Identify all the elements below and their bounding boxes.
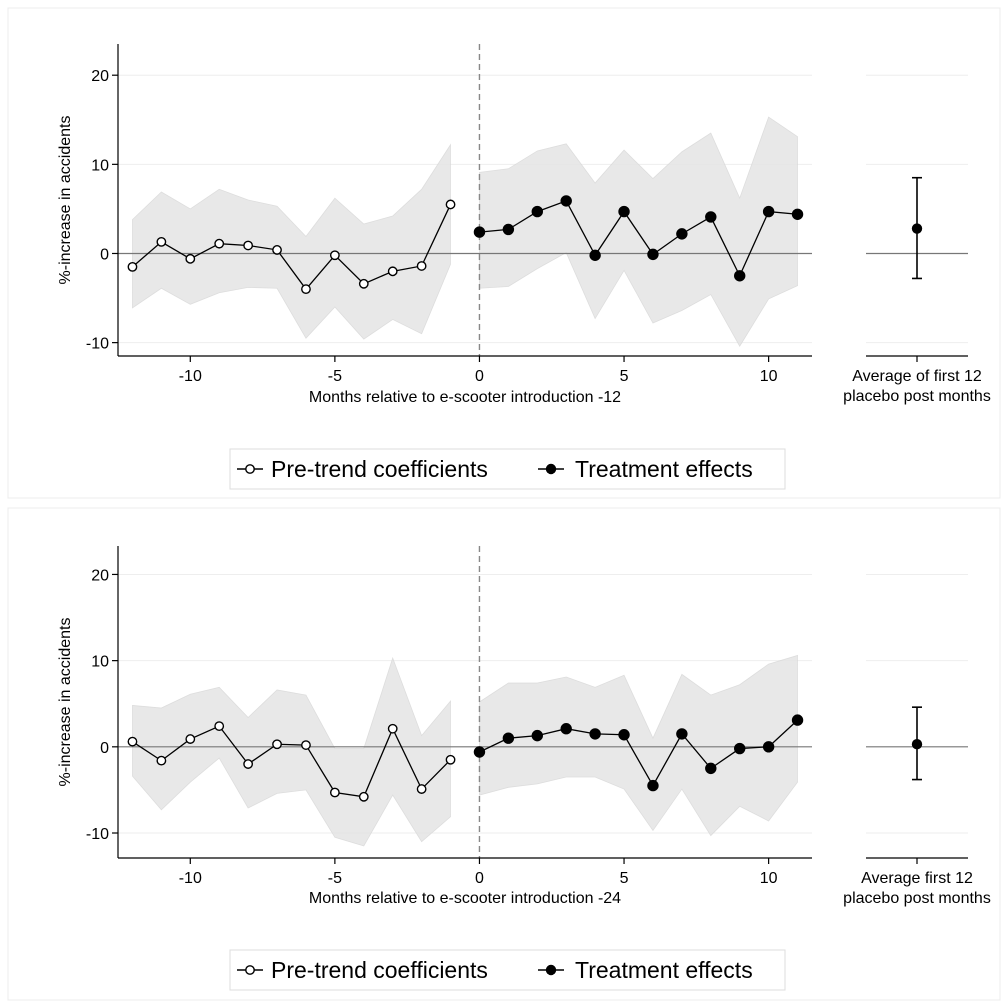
y-axis-title: %-increase in accidents — [57, 116, 74, 285]
x-tick-label: 0 — [475, 368, 484, 385]
treatment-point — [705, 762, 717, 775]
panel-frame — [7, 507, 1001, 1001]
summary-label: placebo post months — [843, 890, 991, 907]
treatment-point — [560, 723, 572, 735]
pre-trend-point — [185, 253, 196, 264]
treatment-point — [531, 205, 543, 218]
y-tick-label: 20 — [91, 68, 109, 85]
pre-trend-point — [416, 784, 427, 794]
x-tick-label: -10 — [179, 870, 202, 887]
treatment-point — [473, 746, 486, 758]
top-panel: -10 0 10 20 -10 -5 0 5 10 Months relative to e-sc… — [7, 7, 1001, 499]
treatment-point — [502, 732, 515, 744]
pre-trend-point — [272, 739, 282, 750]
x-tick-label: 10 — [760, 368, 778, 385]
legend-treatment-label: Treatment effects — [575, 456, 753, 482]
treatment-point — [589, 728, 601, 740]
treatment-point — [560, 195, 572, 207]
summary-label: placebo post months — [843, 388, 991, 405]
legend-pre-trend-marker — [245, 464, 255, 474]
treatment-point — [734, 270, 746, 282]
x-axis-title: Months relative to e-scooter introductio… — [309, 389, 621, 406]
treatment-confidence-band — [479, 116, 798, 347]
pre-trend-point — [416, 261, 427, 271]
pre-trend-point — [127, 736, 138, 747]
legend-box — [229, 448, 786, 490]
summary-estimate-point — [911, 223, 923, 234]
x-tick-label: 5 — [620, 368, 629, 385]
y-axis-title: %-increase in accidents — [57, 618, 74, 787]
pre-trend-line — [132, 725, 452, 798]
pre-trend-confidence-band — [132, 656, 451, 847]
pre-trend-point — [445, 754, 456, 765]
pre-trend-point — [387, 723, 398, 734]
y-tick-label: 10 — [91, 654, 109, 671]
y-tick-label: -10 — [86, 826, 109, 843]
treatment-point — [705, 211, 717, 223]
treatment-confidence-band — [479, 654, 798, 837]
summary-label: Average of first 12 — [852, 368, 982, 385]
legend-treatment-label: Treatment effects — [575, 957, 753, 983]
treatment-point — [647, 779, 659, 792]
pre-trend-point — [358, 278, 369, 289]
treatment-point — [618, 205, 630, 218]
treatment-point — [734, 742, 746, 755]
legend-treatment-marker — [545, 463, 557, 475]
pre-trend-point — [445, 199, 456, 210]
summary-estimate-point — [911, 739, 923, 750]
x-tick-label: 10 — [760, 870, 778, 887]
treatment-point — [618, 729, 630, 741]
panel-frame — [7, 7, 1001, 499]
treatment-point — [531, 729, 543, 742]
pre-trend-point — [243, 759, 254, 769]
x-tick-label: -5 — [328, 368, 342, 385]
legend-pre-trend-label: Pre-trend coefficients — [271, 456, 488, 482]
pre-trend-point — [127, 261, 138, 272]
pre-trend-point — [156, 755, 167, 766]
pre-trend-point — [243, 240, 254, 251]
pre-trend-line — [132, 204, 452, 291]
pre-trend-point — [214, 721, 225, 732]
pre-trend-point — [329, 787, 340, 798]
treatment-point — [676, 728, 688, 740]
treatment-point — [676, 228, 688, 240]
pre-trend-point — [387, 266, 398, 277]
pre-trend-point — [272, 245, 282, 255]
pre-trend-point — [301, 284, 311, 295]
treatment-point — [791, 714, 804, 726]
treatment-point — [473, 226, 486, 238]
treatment-point — [647, 248, 659, 261]
pre-trend-point — [185, 734, 196, 744]
x-tick-label: -10 — [179, 368, 202, 385]
pre-trend-point — [214, 238, 225, 249]
x-tick-label: -5 — [328, 870, 342, 887]
summary-label: Average first 12 — [861, 870, 973, 887]
legend-box — [229, 949, 786, 991]
y-tick-label: -10 — [86, 336, 109, 353]
x-axis-title: Months relative to e-scooter introductio… — [309, 890, 621, 907]
pre-trend-point — [358, 791, 369, 802]
treatment-point — [762, 205, 775, 218]
treatment-point — [762, 741, 775, 753]
treatment-point — [791, 208, 804, 220]
pre-trend-confidence-band — [132, 143, 451, 340]
pre-trend-point — [301, 740, 311, 750]
y-tick-label: 0 — [100, 740, 109, 757]
pre-trend-point — [156, 236, 167, 247]
legend-pre-trend-marker — [245, 965, 255, 975]
treatment-point — [589, 249, 601, 261]
y-tick-label: 10 — [91, 157, 109, 174]
x-tick-label: 0 — [475, 870, 484, 887]
bottom-panel: -10 0 10 20 -10 -5 0 5 10 Months relative to e-sc… — [7, 507, 1001, 1001]
legend-treatment-marker — [545, 964, 557, 976]
y-tick-label: 20 — [91, 567, 109, 584]
x-tick-label: 5 — [620, 870, 629, 887]
pre-trend-point — [329, 250, 340, 261]
y-tick-label: 0 — [100, 246, 109, 263]
legend-pre-trend-label: Pre-trend coefficients — [271, 957, 488, 983]
treatment-point — [502, 223, 515, 236]
